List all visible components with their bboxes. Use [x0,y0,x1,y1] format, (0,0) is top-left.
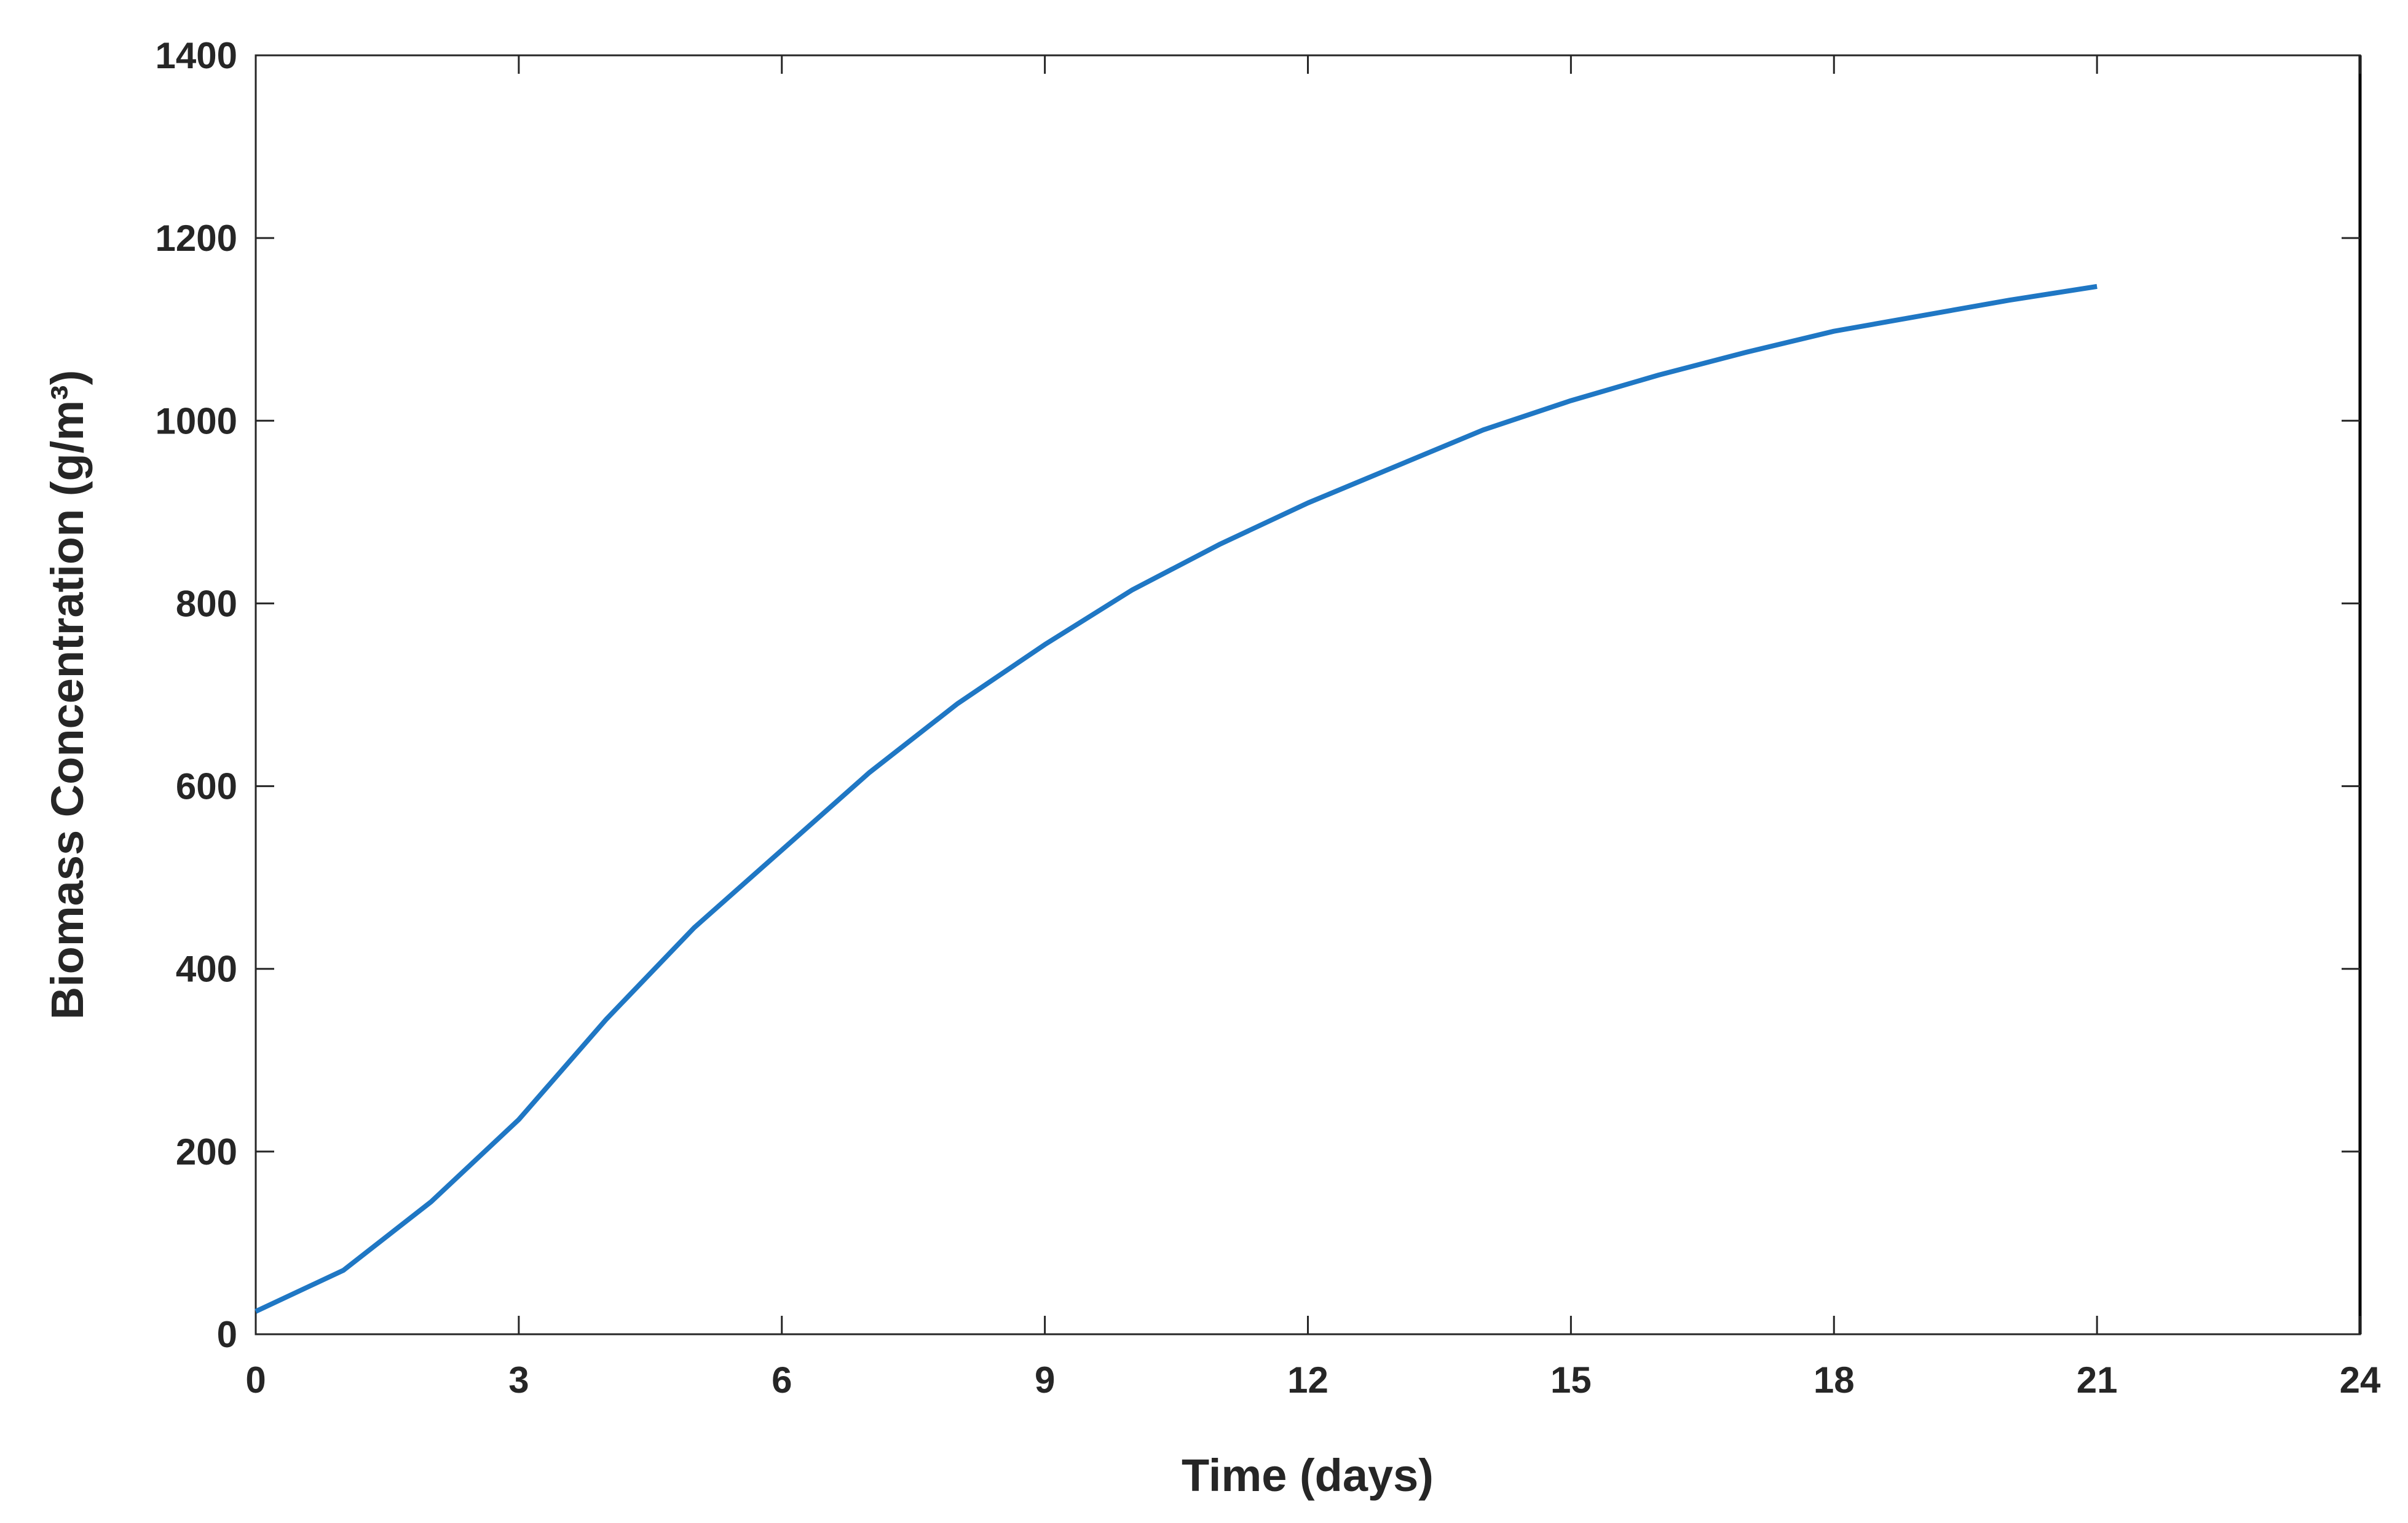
y-tick-label: 1000 [156,400,237,441]
x-tick-label: 21 [2077,1359,2118,1401]
x-tick-label: 6 [772,1359,792,1401]
y-tick-label: 200 [176,1131,237,1173]
x-tick-label: 0 [245,1359,266,1401]
y-tick-label: 600 [176,766,237,807]
x-tick-label: 12 [1287,1359,1328,1401]
x-tick-label: 24 [2340,1359,2381,1401]
x-tick-label: 9 [1035,1359,1055,1401]
y-tick-label: 800 [176,583,237,624]
x-axis-label: Time (days) [1182,1450,1434,1501]
y-tick-label: 400 [176,949,237,990]
plot-frame [255,54,2361,1335]
data-line [255,283,2098,1314]
y-tick-label: 1400 [156,35,237,76]
x-tick-label: 3 [508,1359,529,1401]
y-axis-label: Biomass Concentration (g/m³) [42,370,93,1020]
y-tick-label: 1200 [156,218,237,259]
x-tick-label: 18 [1814,1359,1855,1401]
x-tick-label: 15 [1550,1359,1592,1401]
y-tick-label: 0 [217,1314,237,1355]
